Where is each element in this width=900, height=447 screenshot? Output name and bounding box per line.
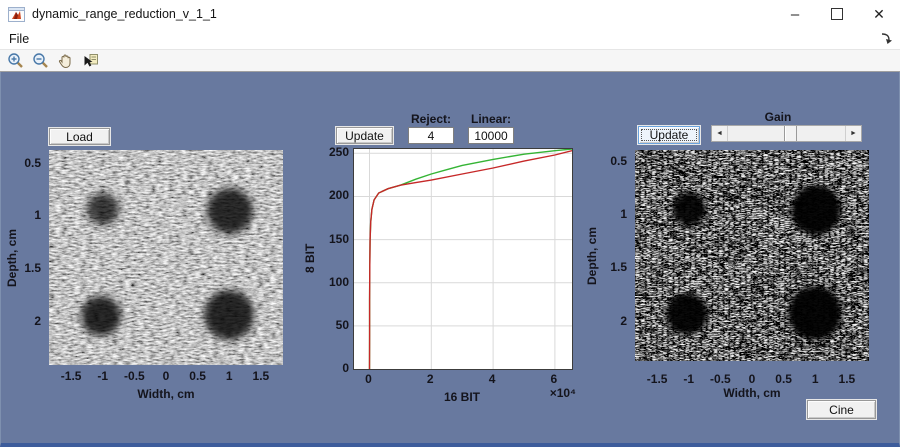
titlebar[interactable]: dynamic_range_reduction_v_1_1 – ✕ [0,0,900,28]
toolbar-data-cursor[interactable] [80,51,100,70]
matlab-app-icon [8,6,25,22]
figure-toolbar [0,49,900,72]
tick-label: 1 [811,372,819,386]
tick-label: 200 [328,188,349,203]
right-width-axis-label: Width, cm [723,386,781,400]
curve-y-axis-ticks: 250 200 150 100 50 0 [319,145,349,375]
tick-label: 1.5 [610,260,627,275]
tick-label: -1.5 [646,372,668,386]
tone-curve-plot [353,148,573,370]
tick-label: 0.5 [610,153,627,168]
tick-label: 1.5 [838,372,856,386]
data-cursor-icon [84,54,98,67]
tick-label: 0 [162,369,170,383]
tick-label: 150 [328,231,349,246]
ultrasound-image-original [49,150,283,365]
right-depth-axis-label: Depth, cm [585,226,599,285]
linear-label: Linear: [470,112,511,126]
slider-right-arrow-icon[interactable]: ► [845,126,861,141]
linear-input[interactable] [468,127,514,144]
tick-label: 250 [328,145,349,160]
right-depth-axis-ticks: 0.5 1 1.5 2 [597,150,627,361]
curve-x-axis-ticks: 0 2 4 6 [353,372,571,386]
left-depth-axis-label: Depth, cm [5,228,19,287]
gain-slider[interactable]: ◄ ► [711,125,862,142]
slider-left-arrow-icon[interactable]: ◄ [712,126,728,141]
ultrasound-image-processed [635,150,869,361]
maximize-button[interactable] [816,0,858,28]
tick-label: -0.5 [124,369,145,383]
window-title: dynamic_range_reduction_v_1_1 [32,7,217,21]
tone-curve-svg [354,148,573,370]
toolbar-zoom-out[interactable] [30,51,50,70]
tick-label: 1 [620,206,627,221]
tick-label: 0 [748,372,756,386]
tick-label: 6 [550,372,558,386]
toolbar-zoom-in[interactable] [5,51,25,70]
figure-canvas: Load 0.5 1 1.5 2 Depth, cm -1.5 -1 -0.5 0 0.5 1 1… [0,72,900,447]
pan-hand-icon [58,54,70,69]
reject-input[interactable] [408,127,454,144]
curve-y-axis-label: 8 BIT [303,243,317,273]
x-axis-exponent-label: ×10⁴ [549,386,576,400]
tick-label: 4 [488,372,496,386]
tick-label: 2 [620,313,627,328]
tick-label: 1 [34,208,41,223]
tick-label: -1 [683,372,695,386]
right-width-axis-ticks: -1.5 -1 -0.5 0 0.5 1 1.5 [635,372,869,386]
tick-label: 0 [365,372,372,386]
minimize-button[interactable]: – [790,5,800,23]
tick-label: 1 [225,369,233,383]
tick-label: 2 [426,372,434,386]
tick-label: 50 [335,317,349,332]
tick-label: -1.5 [60,369,82,383]
menu-file[interactable]: File [9,31,30,46]
tick-label: 1.5 [252,369,270,383]
tick-label: 0.5 [775,372,792,386]
tick-label: 1.5 [24,261,41,276]
close-button[interactable]: ✕ [873,5,885,22]
reject-label: Reject: [410,112,451,126]
dock-figure-icon[interactable] [879,31,893,45]
zoom-out-icon [32,53,48,68]
left-width-axis-label: Width, cm [137,387,195,401]
toolbar-pan[interactable] [55,51,75,70]
tick-label: -0.5 [710,372,731,386]
cine-button[interactable]: Cine [807,400,876,419]
tick-label: 0 [342,361,349,375]
tick-label: 0.5 [24,155,41,170]
menu-bar: File [0,28,900,49]
gain-label: Gain [764,110,792,124]
maximize-icon [831,8,843,20]
gain-slider-thumb[interactable] [784,126,798,141]
compression-curve-red [368,150,573,370]
tick-label: 100 [328,274,349,289]
gain-update-button[interactable]: Update [638,126,700,144]
tick-label: 2 [34,313,41,328]
left-width-axis-ticks: -1.5 -1 -0.5 0 0.5 1 1.5 [49,369,283,383]
curve-update-button[interactable]: Update [336,127,393,144]
left-depth-axis-ticks: 0.5 1 1.5 2 [9,150,41,365]
curve-x-axis-label: 16 BIT [443,390,480,404]
gain-adjusted-curve-green [368,148,573,370]
tick-label: 0.5 [189,369,206,383]
zoom-in-icon [7,53,23,68]
tick-label: -1 [97,369,109,383]
load-button[interactable]: Load [49,128,110,145]
